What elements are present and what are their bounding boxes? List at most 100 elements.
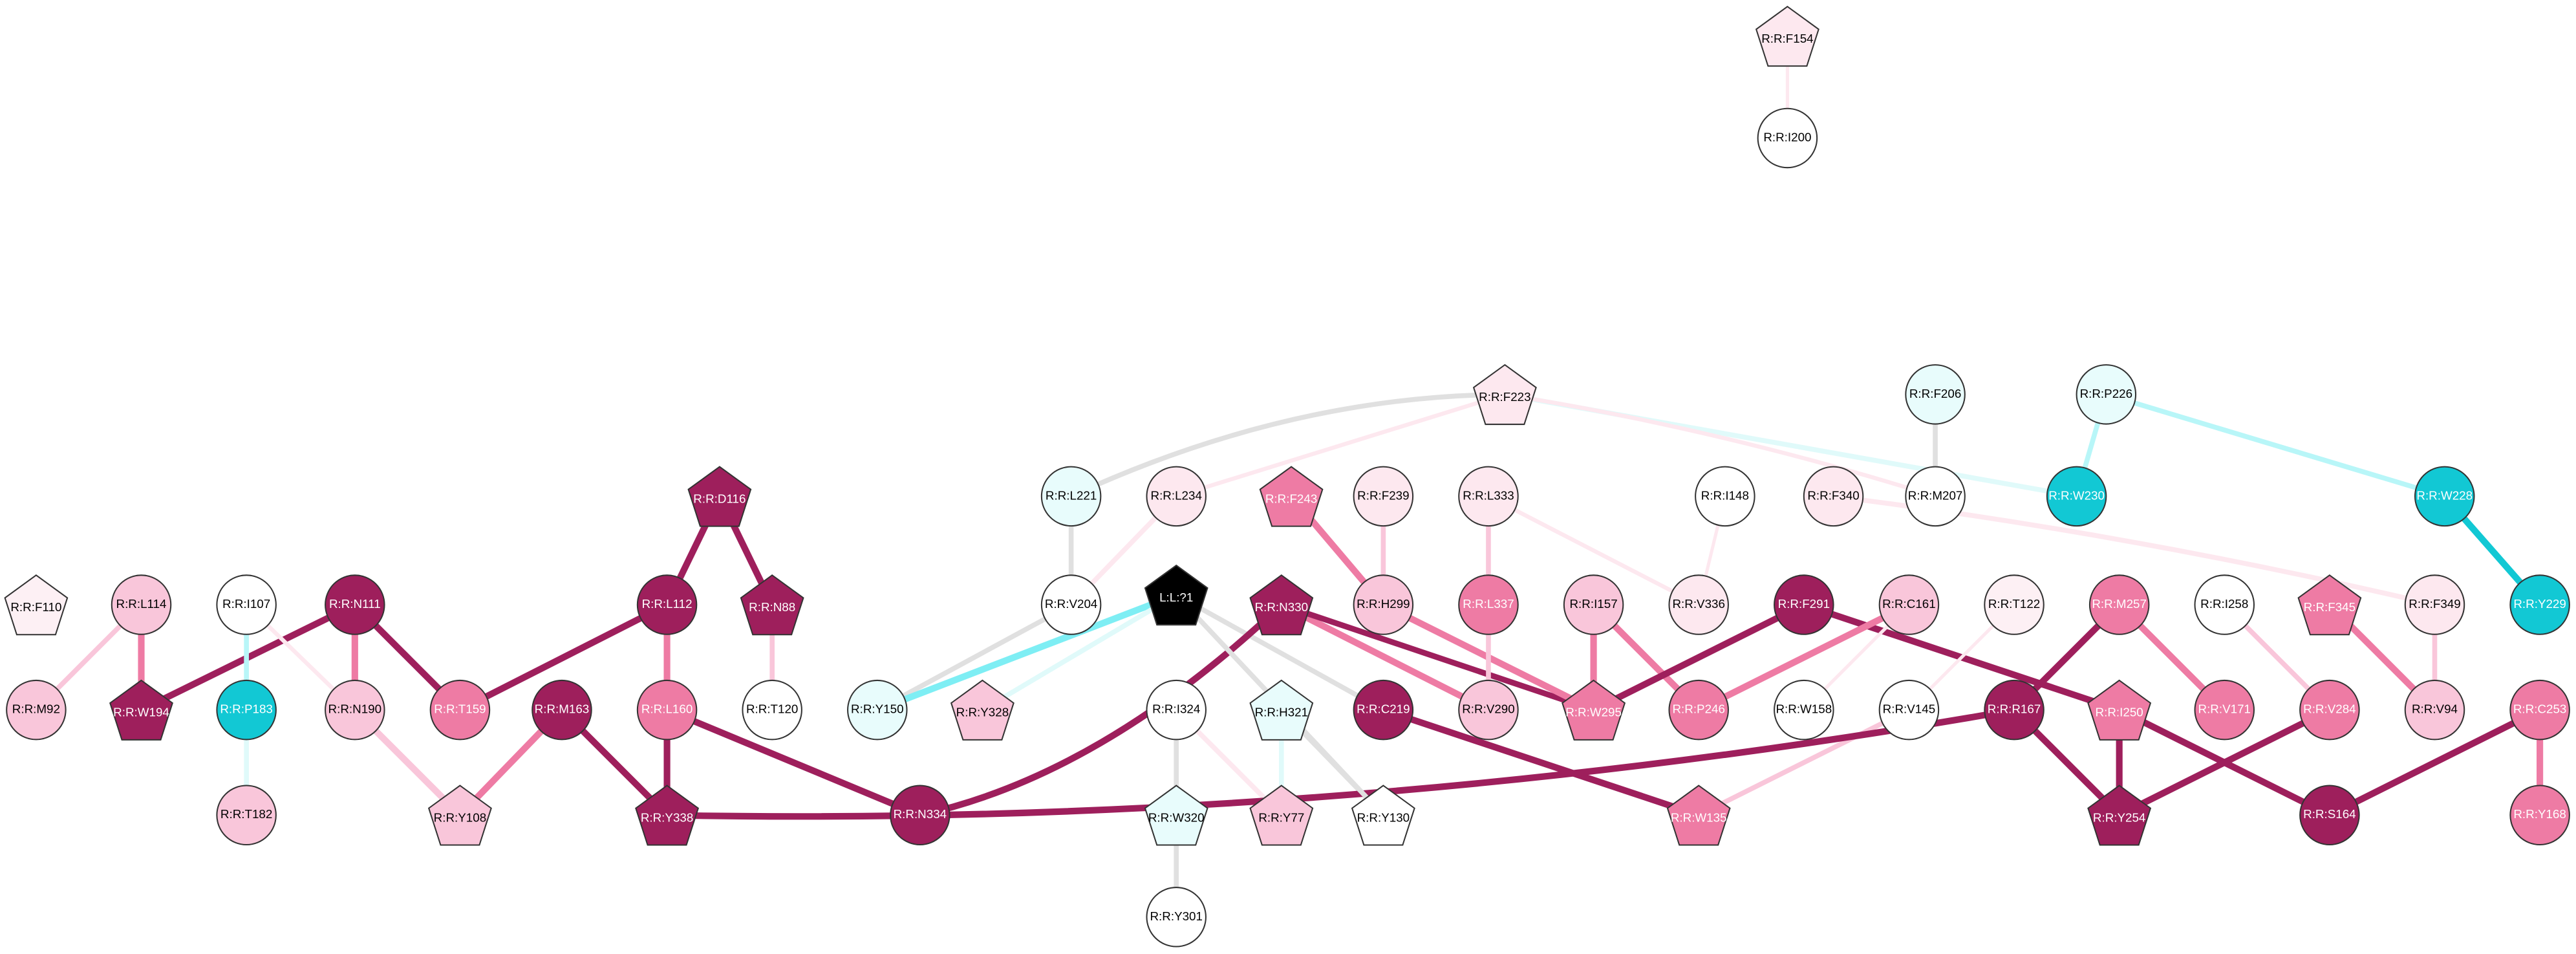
node-circle [1458, 466, 1519, 527]
edge [1592, 602, 1806, 713]
node-pentagon [1144, 785, 1208, 846]
edge [1280, 602, 1490, 713]
node-circle [1668, 574, 1729, 635]
node-label: R:R:V171 [2198, 702, 2251, 716]
node-pentagon [740, 574, 804, 636]
edge [1697, 708, 1911, 818]
node-circle [216, 785, 277, 846]
node-pentagon [1249, 785, 1314, 846]
node-circle [325, 679, 385, 741]
node-label: R:R:V94 [2412, 702, 2458, 716]
node-label: R:R:V145 [1883, 702, 1936, 716]
node-label: R:R:N88 [749, 600, 795, 614]
node-pentagon [1249, 574, 1314, 636]
edge [1070, 392, 1505, 499]
node-label: R:R:Y328 [956, 706, 1009, 719]
node-label: R:R:P246 [1672, 702, 1725, 716]
node-circle [429, 679, 491, 741]
node-label: R:R:F349 [2409, 597, 2460, 611]
node-label: R:R:I107 [222, 597, 270, 611]
node-circle [2194, 679, 2255, 741]
node-circle [1146, 466, 1207, 527]
node-label: R:R:P183 [220, 702, 273, 716]
node-pentagon [1755, 5, 1819, 67]
node-circle [1774, 679, 1834, 741]
node-circle [1563, 574, 1624, 635]
nodes: R:R:F154 R:R:I200 R:R:F223 R:R:F206 R:R:P226… [4, 5, 2570, 948]
node-label: R:R:V290 [1462, 702, 1515, 716]
node-label: R:R:Y254 [2093, 810, 2146, 824]
node-label: R:R:M163 [535, 702, 590, 716]
node-circle [1774, 574, 1834, 635]
edge [981, 592, 1178, 712]
node-label: R:R:I148 [1701, 488, 1749, 502]
node-label: R:R:H321 [1255, 706, 1309, 719]
node-label: R:R:F239 [1357, 488, 1409, 502]
node-label: R:R:L221 [1046, 488, 1097, 502]
node-label: R:R:L114 [116, 597, 167, 611]
node-pentagon [2297, 574, 2362, 636]
edge [1504, 392, 1937, 499]
node-pentagon [687, 466, 752, 527]
node-pentagon [2087, 679, 2152, 741]
node-circle [2046, 466, 2107, 527]
node-circle [2076, 364, 2137, 425]
node-pentagon [4, 574, 69, 636]
node-label: R:R:N334 [894, 807, 947, 821]
edge [1175, 592, 1385, 712]
node-label: R:R:F291 [1778, 597, 1830, 611]
node-circle [2088, 574, 2150, 635]
edge [1382, 706, 1700, 819]
node-label: R:R:W135 [1671, 810, 1727, 824]
node-circle [1695, 466, 1755, 527]
node-label: R:R:V204 [1045, 597, 1097, 611]
node-circle [1353, 466, 1414, 527]
node-circle [111, 574, 172, 635]
edge [1175, 392, 1506, 499]
node-circle [1353, 574, 1414, 635]
node-label: R:R:N111 [329, 597, 381, 611]
node-label: R:R:I258 [2200, 597, 2248, 611]
node-label: R:R:L160 [641, 702, 692, 716]
node-circle [6, 679, 67, 741]
node-pentagon [427, 785, 492, 846]
node-pentagon [1351, 785, 1415, 846]
node-label: R:R:T120 [746, 702, 798, 716]
node-circle [2404, 679, 2465, 741]
node-label: L:L:?1 [1159, 591, 1193, 604]
node-label: R:R:M207 [1908, 488, 1963, 502]
node-circle [1458, 679, 1519, 741]
node-circle [2299, 679, 2360, 741]
node-circle [216, 574, 277, 635]
node-label: R:R:N330 [1255, 600, 1309, 614]
node-pentagon [1472, 363, 1537, 426]
node-label: R:R:W194 [113, 706, 169, 719]
node-circle [636, 679, 698, 741]
node-label: R:R:Y301 [1150, 909, 1203, 923]
node-label: R:R:F110 [10, 600, 61, 614]
node-pentagon [950, 679, 1014, 741]
edge [458, 602, 669, 713]
node-label: R:R:F223 [1479, 390, 1530, 404]
node-label: R:R:T122 [1988, 597, 2040, 611]
node-label: R:R:C253 [2513, 702, 2567, 716]
node-circle [1040, 466, 1102, 527]
node-label: R:R:Y229 [2513, 597, 2566, 611]
node-label: R:R:T182 [220, 807, 272, 821]
node-label: R:R:F345 [2304, 600, 2356, 614]
node-circle [216, 679, 277, 741]
node-circle [1984, 574, 2045, 635]
node-label: R:R:D116 [693, 492, 746, 505]
node-circle [1757, 107, 1818, 169]
node-circle [1905, 364, 1966, 425]
node-label: R:R:M92 [12, 702, 60, 716]
node-label: R:R:F206 [1909, 387, 1961, 400]
edge [2118, 707, 2332, 818]
node-pentagon [635, 785, 700, 846]
node-label: R:R:W320 [1148, 810, 1205, 824]
node-circle [325, 574, 385, 635]
edge [665, 706, 921, 818]
node-label: R:R:Y108 [434, 810, 486, 824]
node-label: R:R:N190 [328, 702, 382, 716]
